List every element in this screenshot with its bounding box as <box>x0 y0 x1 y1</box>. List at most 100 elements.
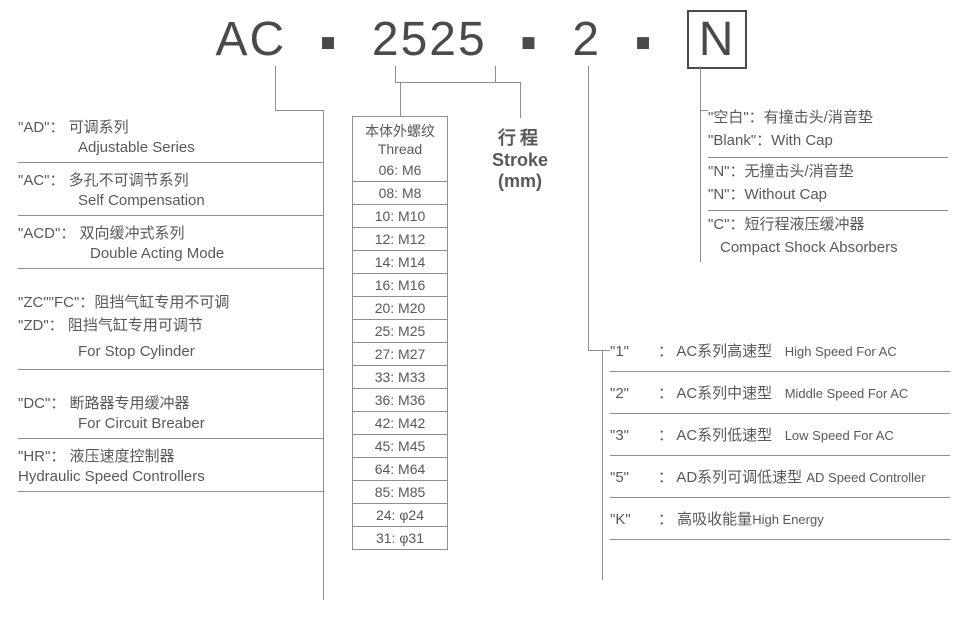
thread-header-cn: 本体外螺纹 <box>365 123 435 139</box>
series-group-dc: "DC"： 断路器专用缓冲器 For Circuit Breaber <box>18 370 323 439</box>
code-seg-4: N <box>687 10 748 69</box>
speed-option-k: "K"： 高吸收能量High Energy <box>610 498 950 540</box>
stroke-en: Stroke <box>460 150 580 171</box>
cap-line1: "N"：无撞击头/消音垫 <box>708 163 854 180</box>
separator-2: ▪ <box>520 15 539 70</box>
series-code-text: "AD" <box>18 119 50 136</box>
thread-table-header: 本体外螺纹 Thread <box>352 116 448 159</box>
stroke-unit: (mm) <box>460 171 580 192</box>
thread-row: 14: M14 <box>352 251 448 274</box>
speed-en: Middle Speed For AC <box>785 386 909 401</box>
series-code: "AC"： 多孔不可调节系列 <box>18 172 189 189</box>
code-seg-2: 2525 <box>372 12 487 67</box>
series-group-acd: "ACD"： 双向缓冲式系列 Double Acting Mode <box>18 216 323 269</box>
series-group-zc-fc-zd: "ZC""FC"：阻挡气缸专用不可调 "ZD"： 阻挡气缸专用可调节 For S… <box>18 269 323 370</box>
speed-code: "3" <box>610 427 658 444</box>
connector-line <box>520 82 521 118</box>
speed-code: "2" <box>610 385 658 402</box>
thread-row: 36: M36 <box>352 389 448 412</box>
thread-row: 08: M8 <box>352 182 448 205</box>
thread-row: 16: M16 <box>352 274 448 297</box>
thread-header-en: Thread <box>353 141 447 157</box>
thread-row: 85: M85 <box>352 481 448 504</box>
thread-row: 42: M42 <box>352 412 448 435</box>
series-cn: 断路器专用缓冲器 <box>70 395 190 412</box>
connector-line <box>275 66 276 110</box>
series-code: "ZC""FC"：阻挡气缸专用不可调 <box>18 291 323 314</box>
series-en: Self Compensation <box>78 192 323 209</box>
thread-row: 25: M25 <box>352 320 448 343</box>
cap-line2: Compact Shock Absorbers <box>708 236 948 259</box>
speed-option-3: "3"： AC系列低速型 Low Speed For AC <box>610 414 950 456</box>
speed-code: "1" <box>610 343 658 360</box>
connector-line <box>700 110 708 111</box>
series-cn: 多孔不可调节系列 <box>69 172 189 189</box>
series-code: "ZD"： 阻挡气缸专用可调节 <box>18 314 323 337</box>
series-group-ad: "AD"： 可调系列 Adjustable Series <box>18 110 323 163</box>
cap-option-c: "C"：短行程液压缓冲器 Compact Shock Absorbers <box>708 211 948 264</box>
series-code-text: "DC" <box>18 395 50 412</box>
series-group-ac: "AC"： 多孔不可调节系列 Self Compensation <box>18 163 323 216</box>
speed-code: "K" <box>610 511 658 528</box>
connector-line <box>495 66 496 82</box>
separator-3: ▪ <box>634 15 653 70</box>
series-en: For Stop Cylinder <box>78 340 323 363</box>
speed-en: Low Speed For AC <box>785 428 894 443</box>
connector-line <box>588 66 589 350</box>
speed-en: High Energy <box>752 512 824 527</box>
speed-cn: AC系列低速型 <box>676 427 772 444</box>
series-code-text: "ZC""FC" <box>18 294 79 311</box>
cap-line1: "空白"：有撞击头/消音垫 <box>708 109 873 126</box>
series-en: Adjustable Series <box>78 139 323 156</box>
series-en: For Circuit Breaber <box>78 415 323 432</box>
series-group-hr: "HR"： 液压速度控制器 Hydraulic Speed Controller… <box>18 439 323 492</box>
series-code: "DC"： 断路器专用缓冲器 <box>18 395 190 412</box>
series-code: "ACD"： 双向缓冲式系列 <box>18 225 185 242</box>
connector-line <box>400 82 401 116</box>
code-seg-1: AC <box>216 12 287 67</box>
separator-1: ▪ <box>320 15 339 70</box>
thread-row: 20: M20 <box>352 297 448 320</box>
thread-row: 10: M10 <box>352 205 448 228</box>
cap-options: "空白"：有撞击头/消音垫 "Blank"：With Cap "N"：无撞击头/… <box>708 104 948 264</box>
connector-line <box>602 350 603 580</box>
speed-cn: AD系列可调低速型 <box>676 469 802 486</box>
cap-option-blank: "空白"：有撞击头/消音垫 "Blank"：With Cap <box>708 104 948 158</box>
speed-cn: AC系列中速型 <box>676 385 772 402</box>
connector-line <box>490 82 520 83</box>
series-code-text: "ACD" <box>18 225 60 242</box>
thread-row: 27: M27 <box>352 343 448 366</box>
speed-cn: AC系列高速型 <box>676 343 772 360</box>
thread-row: 12: M12 <box>352 228 448 251</box>
cap-line2: "N"：Without Cap <box>708 186 827 203</box>
cap-line1: "C"：短行程液压缓冲器 <box>708 216 864 233</box>
speed-cn: 高吸收能量 <box>677 511 752 528</box>
series-cn: 阻挡气缸专用可调节 <box>68 317 203 334</box>
cap-option-n: "N"：无撞击头/消音垫 "N"：Without Cap <box>708 158 948 212</box>
speed-option-5: "5"： AD系列可调低速型 AD Speed Controller <box>610 456 950 498</box>
speed-option-2: "2"： AC系列中速型 Middle Speed For AC <box>610 372 950 414</box>
series-code-text: "HR" <box>18 448 50 465</box>
thread-row: 33: M33 <box>352 366 448 389</box>
connector-line <box>323 110 324 600</box>
thread-row: 45: M45 <box>352 435 448 458</box>
cap-line2: "Blank"：With Cap <box>708 132 833 149</box>
series-code: "AD"： 可调系列 <box>18 119 129 136</box>
code-seg-3: 2 <box>572 12 601 67</box>
connector-line <box>588 350 610 351</box>
series-cn: 阻挡气缸专用不可调 <box>94 294 229 311</box>
series-cn: 双向缓冲式系列 <box>80 225 185 242</box>
speed-options: "1"： AC系列高速型 High Speed For AC "2"： AC系列… <box>610 330 950 540</box>
connector-line <box>395 82 495 83</box>
connector-line <box>700 66 701 110</box>
series-column: "AD"： 可调系列 Adjustable Series "AC"： 多孔不可调… <box>18 110 323 492</box>
thread-row: 06: M6 <box>352 159 448 182</box>
thread-table: 本体外螺纹 Thread 06: M6 08: M8 10: M10 12: M… <box>352 116 448 550</box>
connector-line <box>700 110 701 262</box>
speed-en: High Speed For AC <box>785 344 897 359</box>
stroke-cn: 行程 <box>460 124 580 150</box>
thread-row: 31: φ31 <box>352 527 448 550</box>
connector-line <box>395 66 396 82</box>
series-cn: 液压速度控制器 <box>70 448 175 465</box>
thread-row: 24: φ24 <box>352 504 448 527</box>
